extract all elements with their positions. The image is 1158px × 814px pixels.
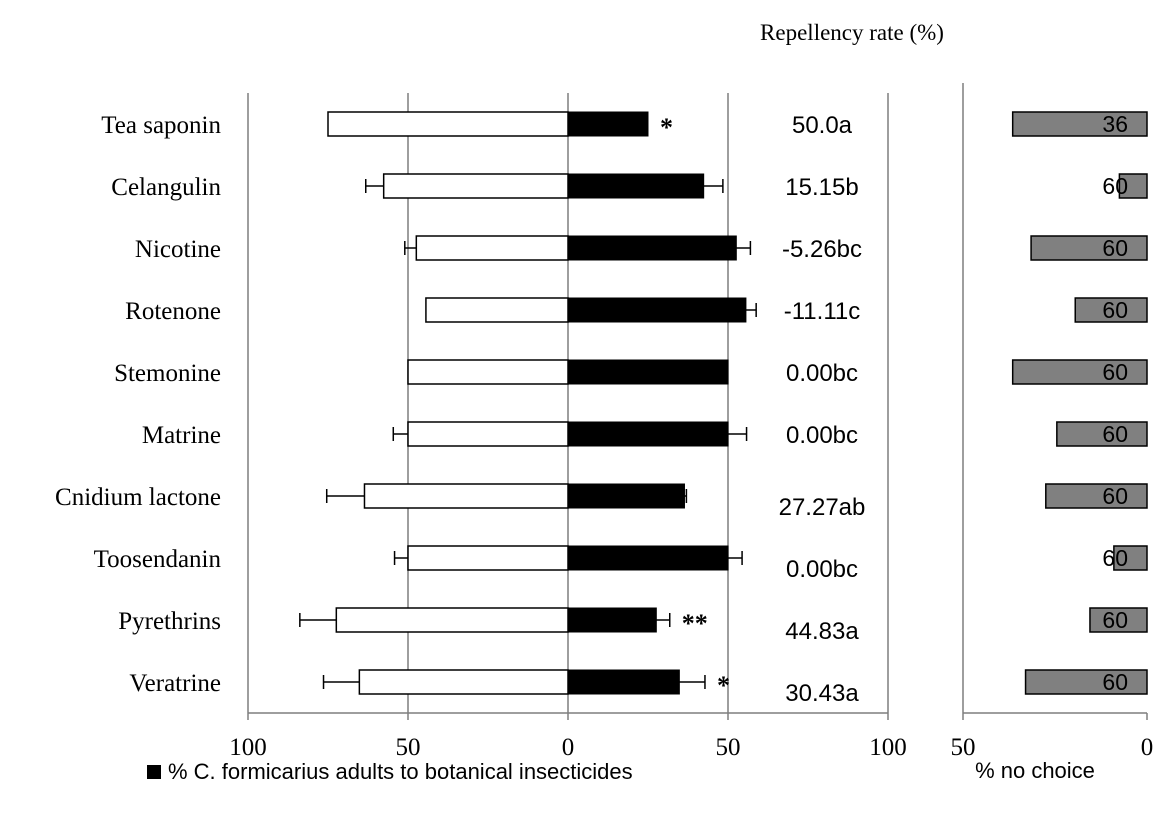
- no-choice-chart: 50 0 36 60 60 60 60 60 60 60 60 60: [951, 83, 1154, 761]
- bar-white: [407, 421, 569, 447]
- x-tick-label: 100: [229, 734, 267, 761]
- no-choice-bar: [1118, 173, 1148, 199]
- no-choice-bar-label: 60: [1102, 421, 1128, 447]
- repellency-rate-label: 50.0a: [792, 112, 853, 139]
- no-choice-bar: [1056, 421, 1148, 447]
- repellency-rate-label: 0.00bc: [786, 360, 858, 387]
- bar-black: [567, 545, 729, 571]
- category-label: Matrine: [142, 422, 221, 449]
- category-label: Pyrethrins: [118, 608, 221, 635]
- repellency-rate-label: -11.11c: [784, 298, 861, 325]
- bar-white: [327, 111, 569, 137]
- bar-white: [363, 483, 569, 509]
- bar-white: [358, 669, 569, 695]
- main-chart-bars: [299, 111, 757, 695]
- bar-black: [567, 359, 729, 385]
- category-label: Cnidium lactone: [55, 484, 221, 511]
- repellency-rate-label: -5.26bc: [782, 236, 862, 263]
- significance-label: **: [682, 609, 708, 638]
- bar-white: [382, 173, 569, 199]
- no-choice-bar-label: 60: [1102, 235, 1128, 261]
- no-choice-bar-label: 60: [1102, 669, 1128, 695]
- no-choice-axis-label: % no choice: [975, 758, 1095, 783]
- category-label: Toosendanin: [94, 546, 222, 573]
- no-choice-bar: [1030, 235, 1148, 261]
- no-choice-bar: [1074, 297, 1148, 323]
- no-choice-bar: [1011, 111, 1148, 137]
- bar-white: [425, 297, 569, 323]
- no-choice-bar: [1113, 545, 1148, 571]
- legend-label: % C. formicarius adults to botanical ins…: [168, 759, 633, 784]
- bar-black: [567, 483, 685, 509]
- x-tick-label: 50: [716, 734, 741, 761]
- no-choice-bar-label: 60: [1102, 607, 1128, 633]
- bar-black: [567, 235, 737, 261]
- category-label: Tea saponin: [101, 112, 221, 139]
- bar-black: [567, 111, 649, 137]
- no-choice-bar-label: 60: [1102, 545, 1128, 571]
- x-tick-label: 0: [562, 734, 575, 761]
- significance-label: *: [660, 113, 673, 142]
- bar-white: [335, 607, 569, 633]
- no-choice-bar: [1024, 669, 1148, 695]
- no-choice-tick-label: 0: [1141, 734, 1154, 761]
- legend: % C. formicarius adults to botanical ins…: [147, 759, 633, 784]
- legend-swatch: [147, 765, 161, 779]
- bar-white: [407, 359, 569, 385]
- bar-black: [567, 173, 705, 199]
- repellency-rate-label: 0.00bc: [786, 556, 858, 583]
- category-label: Rotenone: [125, 298, 221, 325]
- repellency-rate-label: 27.27ab: [779, 494, 866, 521]
- bar-white: [415, 235, 569, 261]
- bar-black: [567, 421, 729, 447]
- no-choice-bar-label: 60: [1102, 483, 1128, 509]
- category-label: Nicotine: [135, 236, 221, 263]
- no-choice-tick-label: 50: [951, 734, 976, 761]
- x-tick-label: 100: [869, 734, 907, 761]
- category-label: Celangulin: [111, 174, 221, 201]
- repellency-rate-label: 30.43a: [785, 680, 859, 707]
- chart-title: Repellency rate (%): [760, 20, 944, 45]
- bar-white: [407, 545, 569, 571]
- x-tick-label: 50: [396, 734, 421, 761]
- category-label: Veratrine: [129, 670, 221, 697]
- no-choice-bar: [1011, 359, 1148, 385]
- bar-black: [567, 607, 657, 633]
- repellency-rate-label: 44.83a: [785, 618, 859, 645]
- bar-black: [567, 669, 680, 695]
- no-choice-bar-label: 36: [1102, 111, 1128, 137]
- significance-label: *: [717, 671, 730, 700]
- bar-black: [567, 297, 747, 323]
- no-choice-bar: [1089, 607, 1148, 633]
- main-chart-labels: 100 50 0 50 100 Tea saponin * 50.0a Celangulin 15…: [55, 112, 907, 761]
- category-label: Stemonine: [114, 360, 221, 387]
- repellency-rate-label: 0.00bc: [786, 422, 858, 449]
- no-choice-bar-label: 60: [1102, 297, 1128, 323]
- no-choice-bar: [1045, 483, 1148, 509]
- no-choice-bar-label: 60: [1102, 359, 1128, 385]
- repellency-rate-label: 15.15b: [785, 174, 858, 201]
- no-choice-bar-label: 60: [1102, 173, 1128, 199]
